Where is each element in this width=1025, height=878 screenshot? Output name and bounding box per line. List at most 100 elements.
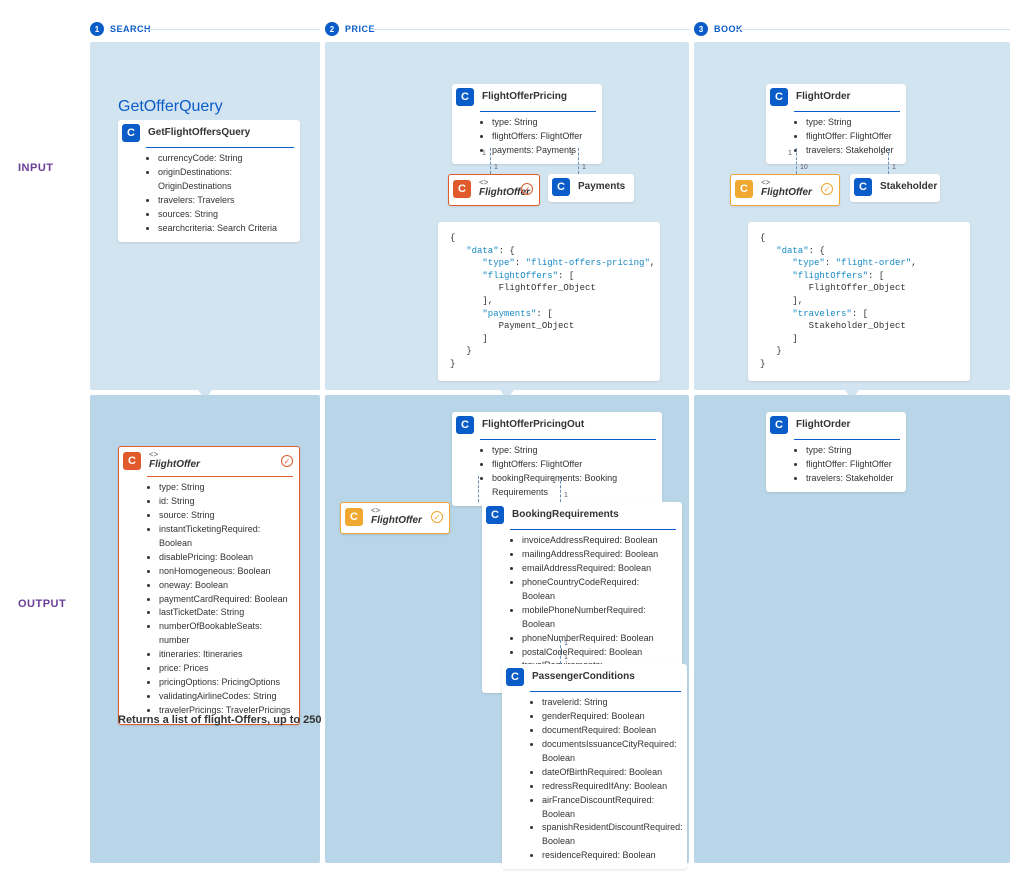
class-flightoffer-selected: C <>FlightOffer✓ type: Stringid: Stringsou… bbox=[118, 446, 300, 725]
class-attr: type: String bbox=[492, 116, 594, 130]
class-icon: C bbox=[854, 178, 872, 196]
row-label-input: INPUT bbox=[18, 162, 54, 174]
connector bbox=[560, 476, 561, 502]
class-attr: oneway: Boolean bbox=[159, 579, 291, 593]
class-attr: type: String bbox=[492, 444, 654, 458]
class-attr: flightOffers: FlightOffer bbox=[492, 458, 654, 472]
class-attr: type: String bbox=[806, 444, 898, 458]
class-icon: C bbox=[123, 452, 141, 470]
connector bbox=[578, 148, 579, 174]
class-attr: itineraries: Itineraries bbox=[159, 648, 291, 662]
connector-label: 1 bbox=[564, 492, 568, 499]
class-icon: C bbox=[506, 668, 524, 686]
class-attr: phoneNumberRequired: Boolean bbox=[522, 632, 674, 646]
class-name: FlightOffer bbox=[479, 187, 521, 199]
connector-label: 1 bbox=[552, 478, 556, 485]
code-block-book: { "data": { "type": "flight-order", "fli… bbox=[748, 222, 970, 381]
class-name: BookingRequirements bbox=[512, 509, 676, 521]
class-name: Payments bbox=[578, 181, 628, 193]
class-attr: nonHomogeneous: Boolean bbox=[159, 565, 291, 579]
class-name: GetFlightOffersQuery bbox=[148, 127, 294, 139]
class-icon: C bbox=[770, 416, 788, 434]
class-attr: airFranceDiscountRequired: Boolean bbox=[542, 794, 679, 822]
header-divider bbox=[736, 29, 1010, 30]
class-name: FlightOrder bbox=[796, 419, 900, 431]
check-icon: ✓ bbox=[821, 183, 833, 195]
connector-label: 1 bbox=[582, 164, 586, 171]
class-attr: flightOffers: FlightOffer bbox=[492, 130, 594, 144]
class-attr: residenceRequired: Boolean bbox=[542, 849, 679, 863]
class-name: FlightOffer bbox=[371, 515, 431, 527]
class-flightoffer-selected-small: C <>FlightOffer✓ bbox=[448, 174, 540, 206]
class-attr: id: String bbox=[159, 495, 291, 509]
class-attr: emailAddressRequired: Boolean bbox=[522, 562, 674, 576]
check-icon: ✓ bbox=[431, 511, 443, 523]
class-name: FlightOfferPricing bbox=[482, 91, 596, 103]
class-stereotype: <> bbox=[479, 179, 521, 187]
class-attr: travelers: Travelers bbox=[158, 194, 292, 208]
class-payments: C Payments bbox=[548, 174, 634, 202]
class-attr: searchcriteria: Search Criteria bbox=[158, 222, 292, 236]
connector-label: 1 bbox=[788, 150, 792, 157]
class-name: FlightOrder bbox=[796, 91, 900, 103]
class-attr: price: Prices bbox=[159, 662, 291, 676]
class-icon: C bbox=[735, 180, 753, 198]
caption-text: Returns a list of flight-Offers, up to 2… bbox=[118, 714, 322, 726]
class-attr: flightOffer: FlightOffer bbox=[806, 458, 898, 472]
class-attr: invoiceAddressRequired: Boolean bbox=[522, 534, 674, 548]
class-icon: C bbox=[486, 506, 504, 524]
class-icon: C bbox=[122, 124, 140, 142]
class-attr: postalCodeRequired: Boolean bbox=[522, 646, 674, 660]
step-number: 1 bbox=[90, 22, 104, 36]
class-attr: source: String bbox=[159, 509, 291, 523]
class-name: FlightOfferPricingOut bbox=[482, 419, 656, 431]
connector-label: 1 bbox=[570, 150, 574, 157]
class-attr: phoneCountryCodeRequired: Boolean bbox=[522, 576, 674, 604]
class-attr: lastTicketDate: String bbox=[159, 606, 291, 620]
class-icon: C bbox=[453, 180, 471, 198]
class-attr: mailingAddressRequired: Boolean bbox=[522, 548, 674, 562]
class-attr: travelers: Stakeholder bbox=[806, 144, 898, 158]
class-attr: genderRequired: Boolean bbox=[542, 710, 679, 724]
class-attr: travelers: Stakeholder bbox=[806, 472, 898, 486]
class-attr: documentsIssuanceCityRequired: Boolean bbox=[542, 738, 679, 766]
step-number: 2 bbox=[325, 22, 339, 36]
class-attr: spanishResidentDiscountRequired: Boolean bbox=[542, 821, 679, 849]
class-attr: originDestinations: OriginDestinations bbox=[158, 166, 292, 194]
connector-label: 1 bbox=[482, 150, 486, 157]
class-flightoffer-confirmed-small: C<>FlightOffer✓ bbox=[340, 502, 450, 534]
class-passengerconditions: CPassengerConditionstravelerid: Stringge… bbox=[502, 664, 687, 869]
class-name: PassengerConditions bbox=[532, 671, 681, 683]
class-attr: type: String bbox=[159, 481, 291, 495]
class-icon: C bbox=[770, 88, 788, 106]
check-icon: ✓ bbox=[281, 455, 293, 467]
class-icon: C bbox=[552, 178, 570, 196]
class-attr: mobilePhoneNumberRequired: Boolean bbox=[522, 604, 674, 632]
class-attr: numberOfBookableSeats: number bbox=[159, 620, 291, 648]
connector bbox=[560, 640, 561, 664]
class-name: FlightOffer bbox=[149, 459, 281, 471]
check-icon: ✓ bbox=[521, 183, 533, 195]
connector-label: 1 bbox=[494, 164, 498, 171]
row-label-output: OUTPUT bbox=[18, 598, 66, 610]
class-flightorder-output: C FlightOrder type: StringflightOffer: Fli… bbox=[766, 412, 906, 492]
class-getflightoffersquery: C GetFlightOffersQuery currencyCode: Strin… bbox=[118, 120, 300, 242]
class-icon: C bbox=[456, 88, 474, 106]
connector bbox=[478, 476, 479, 502]
class-attr: flightOffer: FlightOffer bbox=[806, 130, 898, 144]
class-stereotype: <> bbox=[149, 451, 281, 459]
class-stereotype: <> bbox=[761, 179, 821, 187]
col-header-price: 2 PRICE bbox=[325, 22, 375, 36]
class-attr: bookingRequirements: Booking Requirement… bbox=[492, 472, 654, 500]
class-attr: documentRequired: Boolean bbox=[542, 724, 679, 738]
connector bbox=[888, 148, 889, 174]
connector bbox=[796, 148, 797, 174]
class-attr: currencyCode: String bbox=[158, 152, 292, 166]
connector-label: 10 bbox=[800, 164, 808, 171]
class-name: FlightOffer bbox=[761, 187, 821, 199]
class-icon: C bbox=[345, 508, 363, 526]
api-flow-diagram: 1 SEARCH 2 PRICE 3 BOOK INPUT OUTPUT Get… bbox=[0, 0, 1025, 878]
section-title: GetOfferQuery bbox=[118, 98, 223, 116]
class-flightofferpricing: C FlightOfferPricing type: StringflightOff… bbox=[452, 84, 602, 164]
class-attr: validatingAirlineCodes: String bbox=[159, 690, 291, 704]
